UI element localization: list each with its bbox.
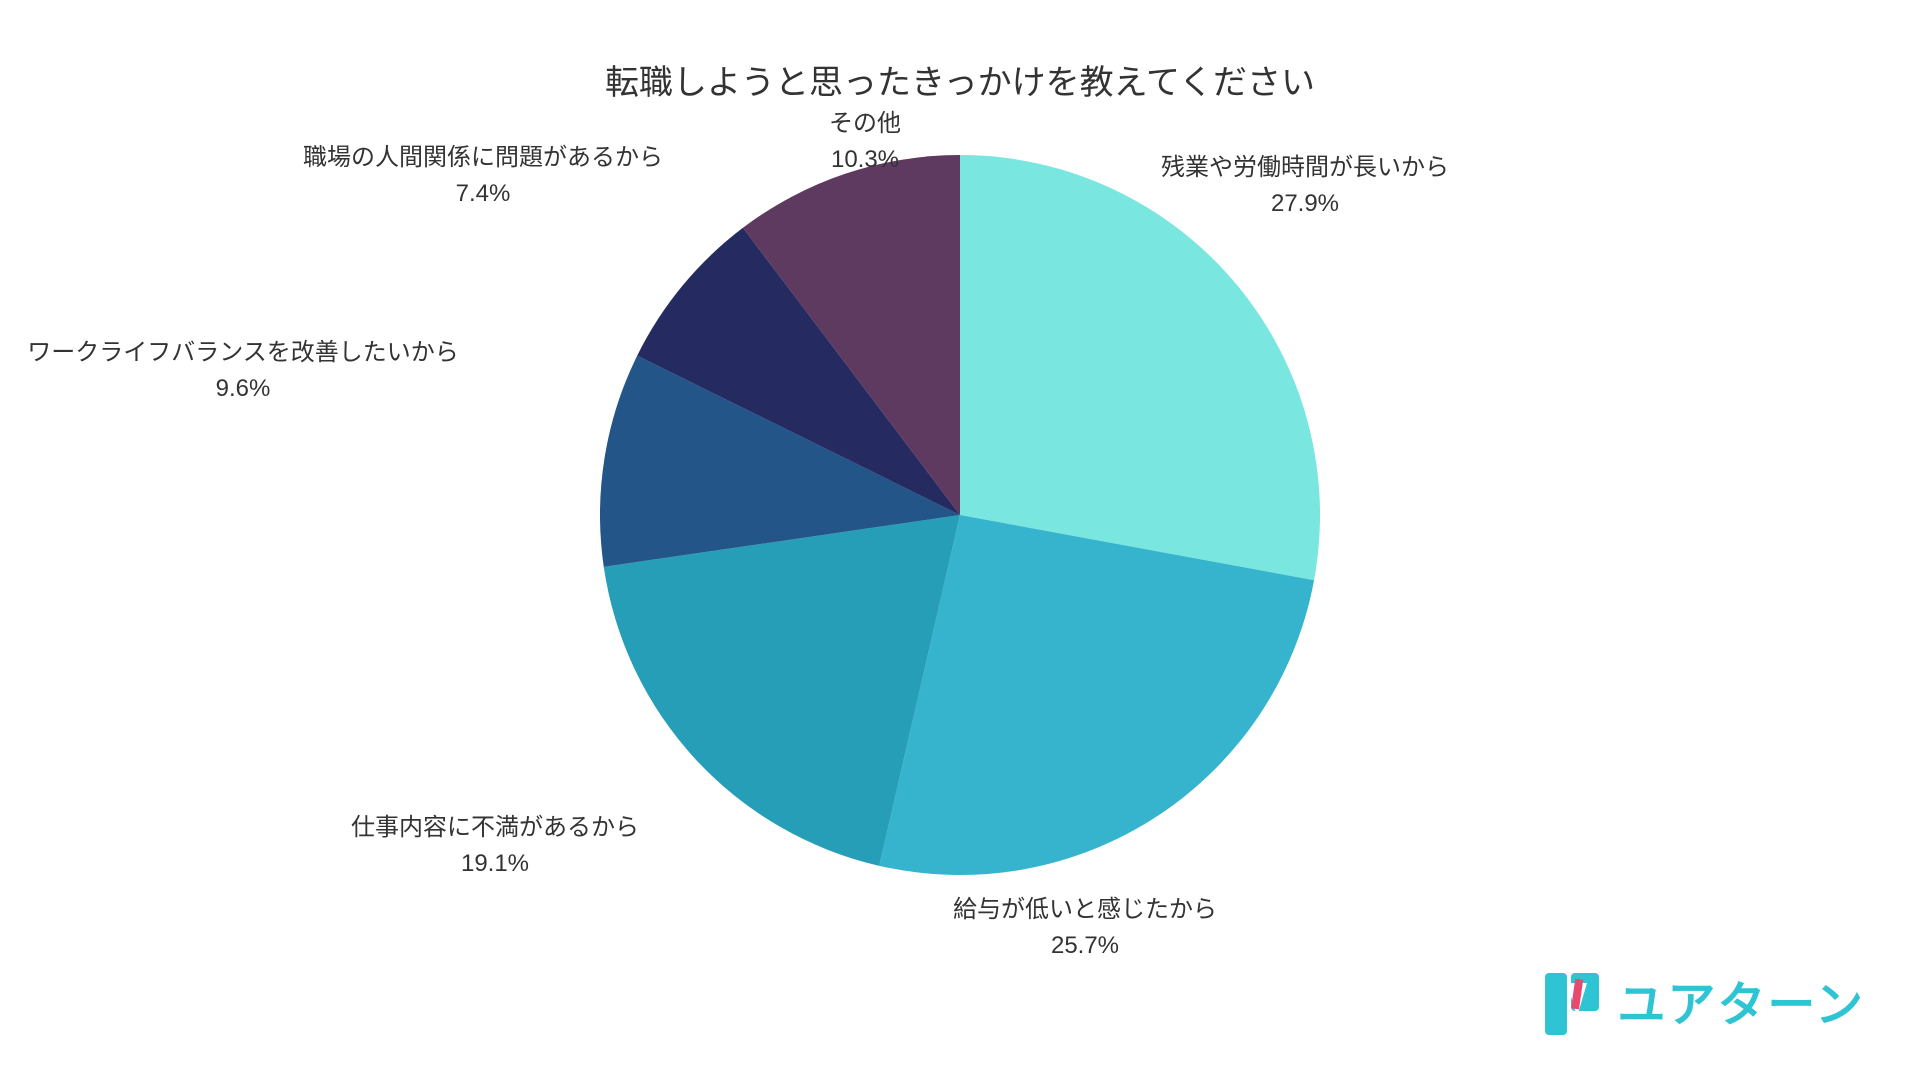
slice-label-text: 給与が低いと感じたから [953, 892, 1217, 928]
slice-label-pct: 10.3% [829, 142, 901, 178]
logo-text: ユアターン [1617, 965, 1865, 1035]
slice-label-text: 残業や労働時間が長いから [1161, 150, 1449, 186]
slice-label-text: 職場の人間関係に問題があるから [303, 140, 663, 176]
slice-label: ワークライフバランスを改善したいから9.6% [27, 335, 459, 407]
slice-label: 残業や労働時間が長いから27.9% [1161, 150, 1449, 222]
slice-label-pct: 27.9% [1161, 186, 1449, 222]
pie-svg [600, 155, 1320, 875]
slice-label-pct: 25.7% [953, 928, 1217, 964]
slice-label-pct: 9.6% [27, 371, 459, 407]
slice-label: 職場の人間関係に問題があるから7.4% [303, 140, 663, 212]
slice-label: その他10.3% [829, 106, 901, 178]
slice-label: 給与が低いと感じたから25.7% [953, 892, 1217, 964]
logo-mark-icon [1537, 965, 1607, 1035]
pie-chart [600, 155, 1320, 875]
slice-label-text: ワークライフバランスを改善したいから [27, 335, 459, 371]
slice-label-text: 仕事内容に不満があるから [351, 810, 639, 846]
chart-title: 転職しようと思ったきっかけを教えてください [605, 55, 1315, 104]
slice-label-pct: 7.4% [303, 176, 663, 212]
slice-label-text: その他 [829, 106, 901, 142]
slice-label: 仕事内容に不満があるから19.1% [351, 810, 639, 882]
logo: ユアターン [1537, 965, 1865, 1035]
slice-label-pct: 19.1% [351, 846, 639, 882]
